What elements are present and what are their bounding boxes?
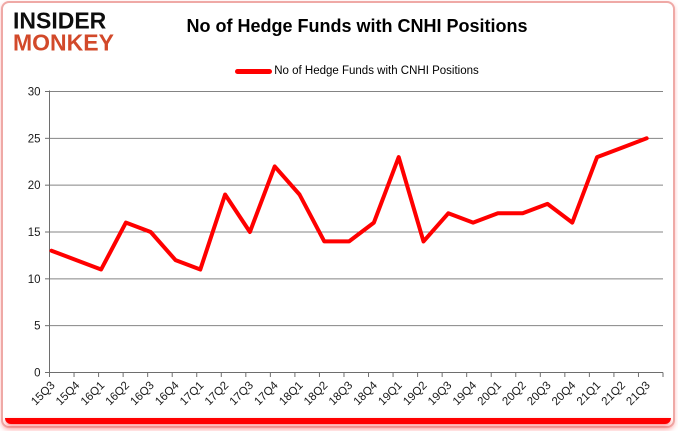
x-axis-label: 17Q1 bbox=[178, 380, 206, 408]
x-axis-label: 19Q3 bbox=[426, 380, 454, 408]
legend-line-swatch bbox=[235, 68, 273, 74]
x-axis-label: 17Q2 bbox=[203, 380, 231, 408]
y-axis-label: 10 bbox=[28, 274, 41, 286]
card-bottom-accent-bar bbox=[5, 418, 671, 424]
x-axis-label: 18Q4 bbox=[352, 379, 381, 408]
x-axis-label: 21Q1 bbox=[575, 380, 603, 408]
y-axis-label: 20 bbox=[28, 180, 41, 192]
x-axis-label: 17Q3 bbox=[228, 380, 256, 408]
x-axis-label: 18Q1 bbox=[277, 380, 305, 408]
x-axis-label: 16Q2 bbox=[104, 380, 132, 408]
y-axis-label: 5 bbox=[34, 321, 40, 333]
x-axis-label: 15Q4 bbox=[54, 379, 83, 408]
x-axis-label: 20Q2 bbox=[500, 380, 528, 408]
logo-monkey-text: MONKEY bbox=[13, 28, 114, 56]
chart-title: No of Hedge Funds with CNHI Positions bbox=[186, 16, 528, 36]
x-axis-label: 18Q3 bbox=[327, 380, 355, 408]
x-axis-label: 16Q1 bbox=[79, 380, 107, 408]
x-axis-label: 15Q3 bbox=[29, 380, 57, 408]
chart-legend: No of Hedge Funds with CNHI Positions bbox=[50, 63, 664, 79]
legend-label: No of Hedge Funds with CNHI Positions bbox=[274, 65, 479, 77]
logo-insider-text: INSIDER bbox=[13, 6, 107, 34]
y-axis-label: 15 bbox=[28, 227, 41, 239]
x-axis-label: 20Q4 bbox=[550, 379, 579, 408]
y-axis-label: 0 bbox=[34, 368, 40, 380]
insider-monkey-logo: INSIDER MONKEY bbox=[13, 6, 114, 56]
series-line bbox=[49, 136, 649, 272]
x-axis-label: 20Q1 bbox=[476, 380, 504, 408]
x-axis-label: 17Q4 bbox=[252, 379, 281, 408]
y-axis-label: 25 bbox=[28, 133, 41, 145]
x-axis-label: 16Q4 bbox=[153, 379, 182, 408]
x-axis-label: 19Q1 bbox=[376, 380, 404, 408]
x-axis-label: 19Q2 bbox=[401, 380, 429, 408]
x-axis-label: 21Q3 bbox=[624, 380, 652, 408]
x-axis-label: 19Q4 bbox=[451, 379, 480, 408]
y-axis-label: 30 bbox=[28, 87, 41, 99]
x-axis-label: 21Q2 bbox=[600, 380, 628, 408]
x-axis-label: 16Q3 bbox=[128, 380, 156, 408]
x-axis-label: 18Q2 bbox=[302, 380, 330, 408]
x-axis-label: 20Q3 bbox=[525, 380, 553, 408]
